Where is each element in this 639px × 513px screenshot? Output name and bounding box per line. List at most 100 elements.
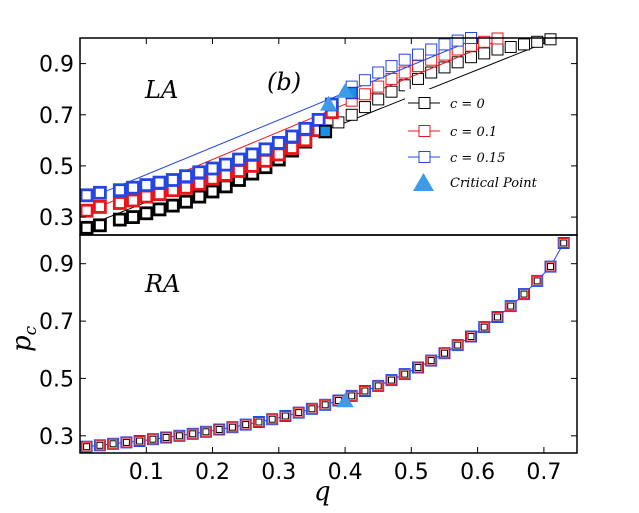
bottom-marker-c0 — [454, 341, 462, 349]
top-series-2-bold-marker — [112, 183, 127, 198]
top-series-2-bold-marker — [285, 129, 300, 144]
bottom-marker-c0 — [83, 443, 91, 451]
bottom-marker-c0 — [228, 423, 236, 431]
legend-background — [405, 89, 568, 199]
top-series-1-bold-marker — [139, 189, 154, 204]
top-series-0-marker — [504, 41, 517, 53]
bottom-marker-c0 — [520, 290, 528, 298]
top-series-2-bold-marker — [79, 188, 94, 203]
bottom-y-tick-label: 0.5 — [39, 367, 74, 392]
top-y-tick-label: 0.5 — [39, 155, 74, 180]
top-y-tick-label: 0.9 — [39, 53, 74, 78]
top-series-0-bold-marker — [93, 218, 107, 233]
bottom-marker-c0 — [308, 405, 316, 413]
bottom-marker-c0 — [388, 376, 395, 384]
bottom-marker-c0 — [268, 415, 276, 423]
bottom-marker-c0 — [255, 418, 263, 426]
top-series-2-bold-marker — [245, 147, 260, 162]
top-series-0-marker — [531, 35, 544, 48]
bottom-marker-c0 — [401, 370, 409, 378]
top-series-0-bold-marker — [126, 210, 140, 225]
top-series-1-bold-marker — [179, 180, 193, 195]
top-series-0-bold-marker — [152, 202, 167, 217]
top-series-1-bold-marker — [93, 199, 107, 214]
y-axis-title-main: p — [7, 335, 37, 352]
top-series-2-marker — [451, 34, 464, 47]
top-series-2-bold-marker — [271, 135, 286, 150]
top-series-1-bold-marker — [232, 164, 246, 178]
top-series-2-bold-marker — [93, 185, 107, 200]
top-series-1-marker — [358, 88, 371, 101]
top-series-1-bold-marker — [79, 203, 94, 218]
top-series-0-marker — [372, 93, 385, 106]
top-series-layer — [79, 32, 558, 235]
top-series-0-bold-marker — [192, 189, 207, 204]
bottom-marker-c0 — [441, 349, 448, 357]
x-tick-label: 0.3 — [261, 460, 296, 485]
x-tick-label: 0.6 — [460, 460, 495, 485]
bottom-marker-c0 — [189, 430, 197, 438]
bottom-marker-c0 — [295, 409, 303, 417]
top-series-1-bold-marker — [258, 153, 273, 168]
legend-marker-critical-point — [413, 173, 434, 191]
top-series-0-marker — [544, 33, 557, 46]
bottom-marker-c0 — [348, 392, 356, 400]
top-series-0-marker — [518, 38, 530, 51]
top-series-2-bold-marker — [298, 121, 313, 136]
top-filled-square-0 — [318, 125, 332, 138]
top-series-1-bold-marker — [152, 187, 167, 202]
top-series-0-marker — [478, 47, 491, 60]
top-critical-point-1 — [336, 83, 354, 98]
bottom-marker-c0 — [162, 434, 170, 441]
bottom-marker-c0 — [149, 435, 157, 443]
x-tick-label: 0.5 — [394, 460, 429, 485]
bottom-series-layer — [80, 237, 570, 453]
bottom-marker-c0 — [361, 387, 369, 395]
legend-label-c015: c = 0.15 — [450, 151, 505, 166]
top-series-2-marker — [398, 53, 411, 66]
top-series-1-bold-marker — [112, 196, 127, 210]
top-series-1-bold-marker — [126, 193, 140, 208]
y-axis-title: pc — [7, 325, 41, 352]
top-series-0-marker — [425, 66, 438, 79]
top-series-2-bold-marker — [192, 165, 207, 180]
bottom-marker-c0 — [427, 357, 435, 365]
top-series-1-bold-marker — [298, 133, 313, 148]
top-series-1-marker — [478, 35, 491, 48]
top-y-tick-label: 0.3 — [39, 206, 74, 231]
bottom-marker-c0 — [136, 437, 144, 445]
bottom-panel-frame — [79, 234, 578, 454]
top-series-2-marker — [412, 48, 424, 61]
top-series-2-bold-marker — [165, 173, 180, 187]
top-series-2-bold-marker — [179, 169, 193, 184]
legend-label-c0: c = 0 — [450, 97, 485, 112]
bottom-marker-c0 — [414, 364, 422, 371]
x-axis-title: q — [314, 477, 331, 507]
y-axis-title-subscript: c — [21, 325, 41, 335]
bottom-panel: 0.3 0.5 0.7 0.9 0.1 0.2 0.3 0.4 0.5 0.6 0.7 RA — [39, 38, 578, 485]
legend: c = 0 c = 0.1 c = 0.15 Critical Point — [405, 89, 568, 199]
top-series-0-bold-marker — [205, 184, 220, 199]
legend-label-c01: c = 0.1 — [450, 125, 497, 140]
top-series-line-2 — [86, 37, 478, 200]
top-series-0-bold-marker — [79, 220, 94, 235]
top-series-0-marker — [385, 85, 398, 98]
top-series-2-bold-marker — [126, 180, 140, 195]
top-series-2-marker — [372, 66, 385, 79]
bottom-marker-c0 — [242, 421, 250, 429]
bottom-y-axis: 0.3 0.5 0.7 0.9 — [39, 253, 577, 450]
bottom-y-tick-label: 0.7 — [39, 310, 74, 335]
bottom-marker-c0 — [547, 263, 554, 271]
top-critical-point-0 — [320, 95, 337, 111]
top-panel-label-la: LA — [144, 76, 178, 104]
bottom-critical-point — [336, 392, 354, 408]
bottom-panel-label-ra: RA — [144, 270, 180, 298]
bottom-marker-c0 — [321, 401, 329, 409]
top-series-0-marker — [491, 43, 504, 56]
bottom-marker-c0 — [560, 239, 568, 247]
x-tick-label: 0.2 — [195, 460, 230, 485]
top-series-2-marker — [358, 74, 371, 87]
top-series-2-bold-marker — [139, 178, 154, 193]
